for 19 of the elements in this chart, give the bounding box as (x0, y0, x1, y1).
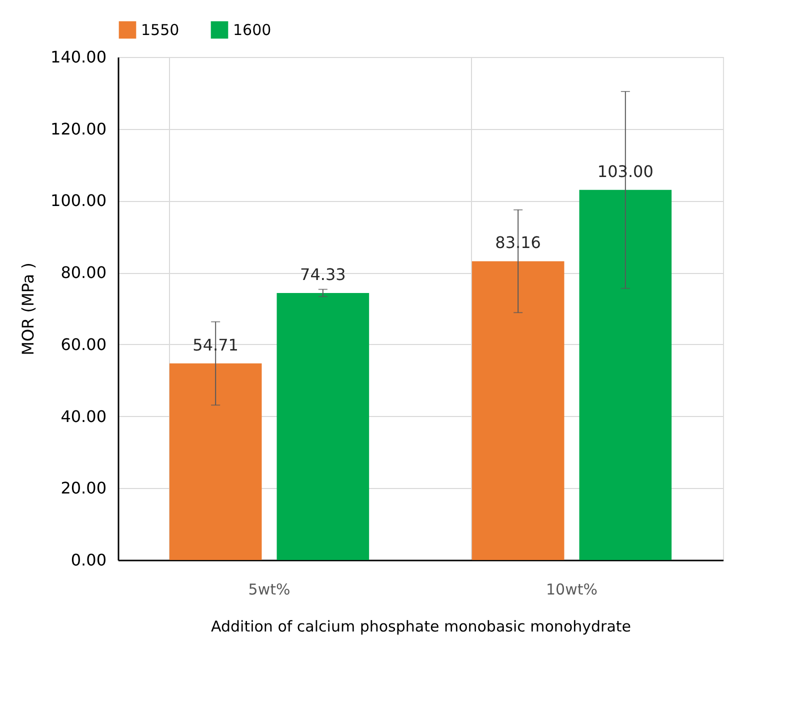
bar (169, 363, 262, 560)
y-tick-label: 60.00 (60, 334, 106, 354)
y-tick-label: 100.00 (50, 191, 106, 210)
y-tick-label: 40.00 (60, 406, 106, 426)
x-tick-label: 5wt% (248, 580, 290, 598)
legend-label: 1550 (141, 20, 180, 39)
bar (276, 292, 370, 560)
bar (472, 261, 564, 560)
y-tick-label: 20.00 (60, 478, 106, 498)
y-axis-title: MOR (MPa ) (18, 262, 38, 356)
x-tick-label: 10wt% (546, 580, 598, 598)
x-axis-title: Addition of calcium phosphate monobasic monohydrate (211, 618, 631, 636)
y-tick-label: 120.00 (50, 119, 106, 138)
y-tick-label: 0.00 (70, 550, 106, 570)
data-label: 74.33 (300, 264, 346, 284)
legend-label: 1600 (233, 20, 272, 39)
y-tick-label: 140.00 (50, 48, 106, 66)
bar (579, 190, 672, 560)
y-tick-label: 80.00 (60, 263, 106, 282)
